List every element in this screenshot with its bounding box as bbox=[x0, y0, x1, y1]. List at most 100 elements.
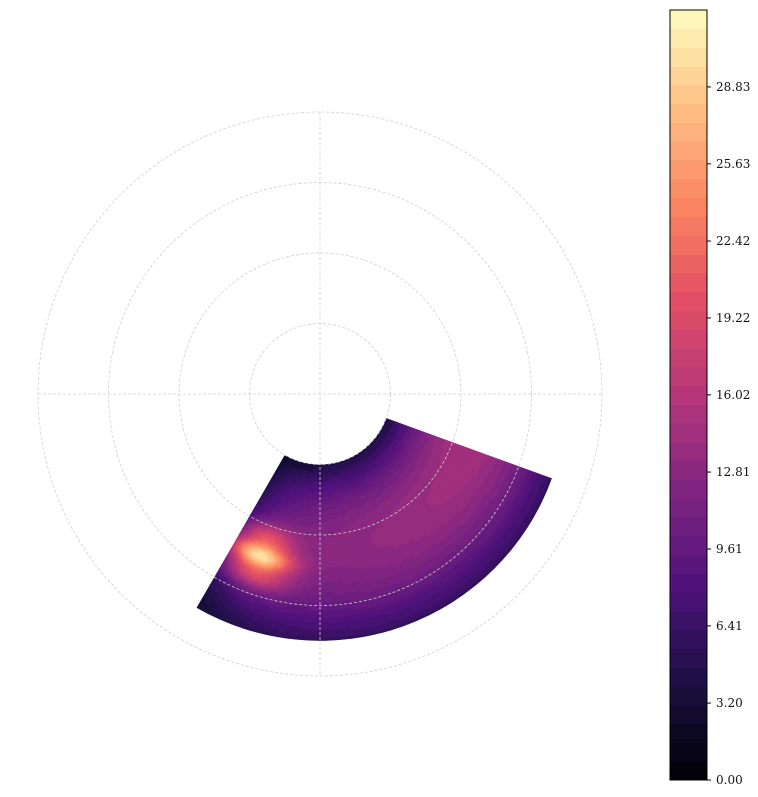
contour-cell bbox=[311, 637, 317, 641]
contour-cell bbox=[323, 632, 329, 636]
contour-cell bbox=[323, 637, 329, 641]
contour-cell bbox=[316, 579, 321, 584]
contour-cell bbox=[276, 634, 283, 639]
contour-cell bbox=[353, 634, 359, 639]
contour-cell bbox=[322, 544, 326, 548]
contour-cell bbox=[316, 547, 321, 551]
contour-cell bbox=[322, 554, 327, 558]
contour-cell bbox=[315, 620, 321, 624]
contour-cell bbox=[323, 589, 328, 594]
contour-cell bbox=[319, 559, 324, 564]
contour-cell bbox=[313, 564, 318, 569]
contour-cell bbox=[315, 632, 321, 637]
contour-cell bbox=[315, 524, 319, 528]
contour-cell bbox=[322, 562, 327, 566]
contour-cell bbox=[319, 564, 324, 569]
contour-cell bbox=[322, 579, 327, 584]
contour-cell bbox=[315, 630, 321, 634]
contour-cell bbox=[328, 637, 334, 641]
contour-cell bbox=[322, 539, 326, 543]
contour-cell bbox=[281, 634, 287, 639]
contour-cell bbox=[322, 537, 326, 541]
contour-cell bbox=[319, 622, 325, 626]
contour-cell bbox=[316, 557, 321, 561]
contour-cell bbox=[319, 552, 324, 556]
contour-cell bbox=[315, 635, 321, 639]
contour-cell bbox=[322, 552, 326, 556]
contour-cell bbox=[323, 620, 329, 624]
contour-cell bbox=[340, 636, 347, 641]
contour-cell bbox=[336, 636, 342, 641]
contour-cell bbox=[322, 542, 326, 546]
contour-cell bbox=[313, 577, 318, 581]
contour-cell bbox=[319, 562, 324, 566]
contour-cell bbox=[311, 620, 317, 624]
contour-cell bbox=[323, 587, 328, 591]
contour-cell bbox=[316, 595, 321, 599]
contour-cell bbox=[315, 612, 321, 616]
contour-cell bbox=[315, 625, 321, 629]
contour-cell bbox=[323, 595, 328, 599]
contour-cell bbox=[315, 622, 321, 626]
contour-cell bbox=[322, 567, 327, 571]
contour-cell bbox=[319, 637, 325, 641]
contour-cell bbox=[319, 610, 325, 614]
contour-cell bbox=[302, 637, 308, 641]
contour-cell bbox=[319, 585, 324, 589]
contour-cell bbox=[319, 592, 324, 596]
contour-cell bbox=[317, 514, 321, 518]
contour-cell bbox=[319, 607, 325, 611]
contour-cell bbox=[319, 554, 324, 558]
contour-cell bbox=[315, 617, 321, 621]
contour-cell bbox=[316, 552, 321, 556]
contour-cell bbox=[312, 597, 317, 601]
contour-cell bbox=[316, 569, 321, 574]
contour-cell bbox=[319, 595, 324, 599]
contour-cell bbox=[323, 584, 328, 589]
contour-cell bbox=[323, 617, 329, 621]
contour-cell bbox=[316, 549, 321, 553]
contour-cell bbox=[313, 559, 318, 563]
contour-cell bbox=[319, 574, 324, 579]
contour-cell bbox=[319, 587, 324, 591]
contour-cell bbox=[319, 569, 324, 574]
contour-cell bbox=[323, 610, 328, 614]
contour-cell bbox=[316, 564, 321, 569]
contour-cell bbox=[319, 579, 324, 584]
contour-cell bbox=[322, 564, 327, 569]
contour-cell bbox=[311, 617, 317, 621]
contour-fill bbox=[196, 418, 552, 641]
contour-cell bbox=[316, 559, 321, 564]
contour-cell bbox=[311, 630, 317, 634]
contour-cell bbox=[316, 590, 321, 594]
contour-cell bbox=[322, 559, 327, 563]
contour-cell bbox=[313, 574, 318, 579]
contour-cell bbox=[316, 585, 321, 589]
contour-cell bbox=[319, 625, 325, 629]
contour-cell bbox=[322, 569, 327, 574]
contour-cell bbox=[319, 617, 325, 621]
contour-cell bbox=[319, 632, 325, 637]
contour-cell bbox=[316, 582, 321, 586]
contour-cell bbox=[313, 567, 318, 571]
contour-cell bbox=[314, 544, 318, 548]
contour-cell bbox=[323, 630, 329, 634]
contour-cell bbox=[313, 579, 318, 584]
contour-cell bbox=[306, 637, 312, 641]
contour-cell bbox=[319, 597, 324, 601]
contour-cell bbox=[319, 549, 324, 553]
contour-cell bbox=[322, 549, 326, 553]
contour-cell bbox=[323, 592, 328, 596]
contour-cell bbox=[322, 582, 327, 586]
contour-cell bbox=[316, 574, 321, 579]
contour-cell bbox=[319, 557, 324, 561]
contour-cell bbox=[312, 587, 317, 591]
contour-cell bbox=[323, 612, 329, 616]
contour-cell bbox=[312, 537, 316, 541]
contour-cell bbox=[312, 589, 317, 594]
contour-cell bbox=[313, 554, 318, 558]
contour-cell bbox=[312, 610, 317, 614]
contour-cell bbox=[362, 633, 368, 638]
contour-cell bbox=[319, 615, 325, 619]
